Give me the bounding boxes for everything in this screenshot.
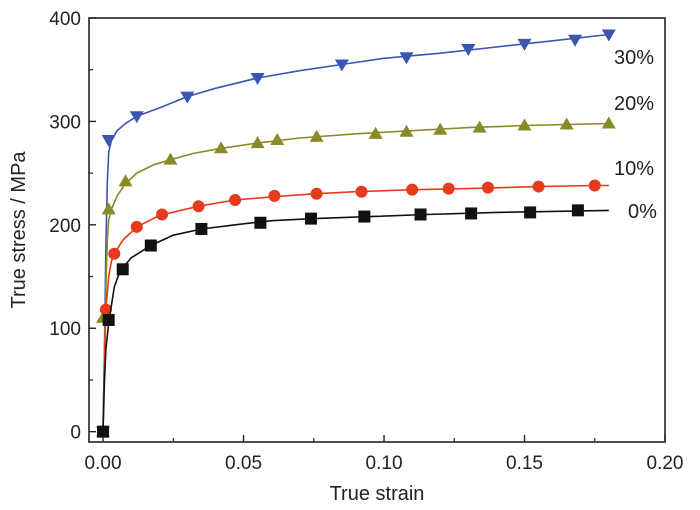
x-axis: 0.00 0.05 0.10 0.15 0.20: [85, 435, 684, 474]
x-tick-label: 0.15: [506, 453, 543, 474]
series-10-percent: [97, 179, 609, 438]
data-point: [101, 202, 116, 215]
series-line: [102, 122, 609, 432]
data-point: [180, 91, 195, 104]
data-point: [399, 124, 414, 137]
data-point: [461, 44, 476, 57]
data-point: [517, 38, 532, 51]
data-point: [144, 239, 157, 252]
data-point: [101, 135, 116, 148]
data-point: [129, 111, 144, 124]
series-layer: [96, 29, 616, 439]
series-label: 30%: [614, 47, 654, 69]
data-point: [414, 208, 427, 221]
series-line: [102, 209, 609, 432]
data-point: [517, 118, 532, 131]
series-20-percent: [96, 116, 616, 437]
data-point: [130, 220, 143, 233]
plot-border: [88, 17, 666, 443]
data-point: [532, 180, 545, 193]
data-point: [214, 141, 229, 154]
y-tick-label: 100: [49, 319, 81, 340]
data-point: [568, 34, 583, 47]
data-point: [571, 204, 584, 217]
plot-frame: [88, 17, 666, 443]
data-point: [156, 208, 169, 221]
data-point: [368, 126, 383, 139]
series-label: 0%: [628, 201, 657, 223]
data-point: [406, 183, 419, 196]
data-point: [465, 207, 478, 220]
data-point: [250, 72, 265, 85]
x-axis-title: True strain: [330, 483, 425, 505]
data-point: [254, 216, 267, 229]
y-tick-label: 0: [70, 423, 81, 444]
data-point: [97, 425, 110, 438]
y-axis-title: True stress / MPa: [8, 151, 30, 309]
data-point: [442, 182, 455, 195]
y-axis: 0 100 200 300 400: [49, 9, 96, 444]
data-point: [524, 206, 537, 219]
y-tick-label: 200: [49, 216, 81, 237]
data-point: [559, 117, 574, 130]
data-point: [268, 189, 281, 202]
series-label: 20%: [614, 93, 654, 115]
series-label: 10%: [614, 158, 654, 180]
series-line: [102, 33, 609, 432]
series-line: [102, 184, 609, 432]
data-point: [334, 59, 349, 72]
series-30-percent: [96, 29, 616, 439]
y-tick-label: 400: [49, 9, 81, 30]
data-point: [588, 179, 601, 192]
data-point: [99, 303, 112, 316]
data-point: [116, 263, 129, 276]
data-point: [601, 116, 616, 129]
x-tick-label: 0.10: [366, 453, 403, 474]
x-tick-label: 0.00: [85, 453, 122, 474]
series-0-percent: [97, 204, 609, 438]
data-point: [163, 152, 178, 165]
data-point: [102, 313, 115, 326]
y-tick-label: 300: [49, 112, 81, 133]
data-point: [481, 181, 494, 194]
data-point: [250, 136, 265, 149]
data-point: [601, 29, 616, 42]
data-point: [118, 174, 133, 187]
x-tick-label: 0.05: [225, 453, 262, 474]
series-labels: 30% 20% 10% 0%: [614, 47, 657, 223]
data-point: [229, 194, 242, 207]
data-point: [304, 212, 317, 225]
data-point: [358, 210, 371, 223]
data-point: [433, 122, 448, 135]
x-tick-label: 0.20: [647, 453, 684, 474]
data-point: [310, 187, 323, 200]
data-point: [108, 247, 121, 260]
data-point: [355, 185, 368, 198]
data-point: [309, 129, 324, 142]
data-point: [399, 52, 414, 65]
data-point: [195, 222, 208, 235]
data-point: [472, 120, 487, 133]
data-point: [270, 133, 285, 146]
data-point: [192, 200, 205, 213]
